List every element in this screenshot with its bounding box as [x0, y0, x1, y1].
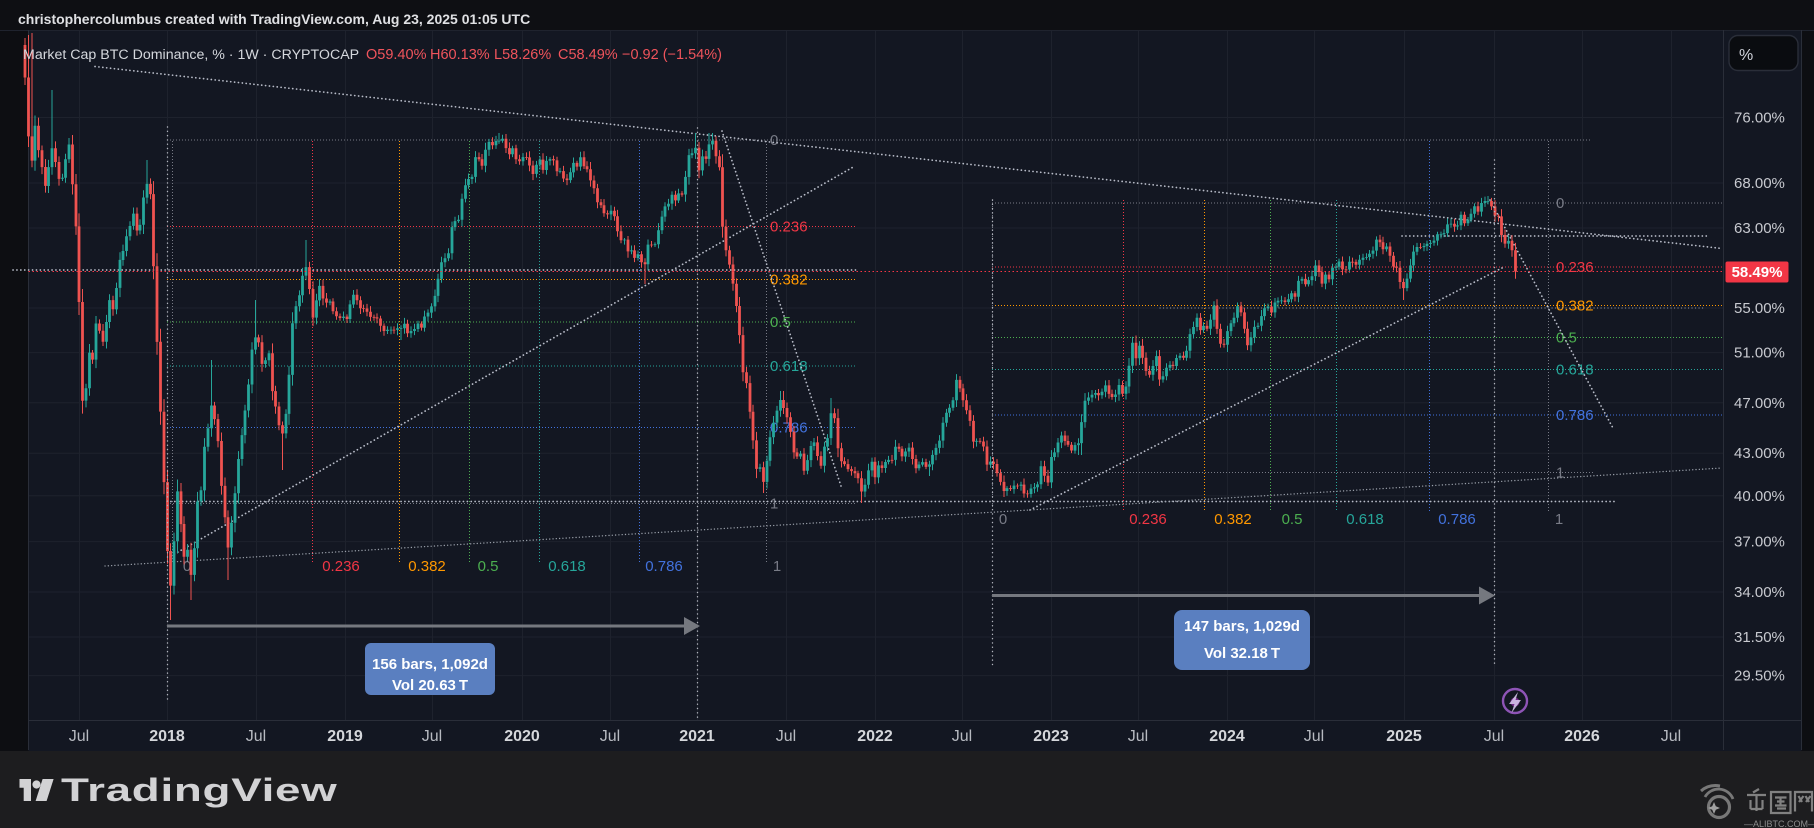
- svg-text:0.382: 0.382: [408, 558, 446, 575]
- svg-text:2026: 2026: [1564, 728, 1600, 745]
- svg-text:Jul: Jul: [952, 728, 972, 745]
- svg-text:0.382: 0.382: [1214, 511, 1252, 528]
- svg-text:—ALIBTC.COM—: —ALIBTC.COM—: [1744, 819, 1814, 828]
- svg-text:Jul: Jul: [600, 728, 620, 745]
- svg-text:1: 1: [773, 558, 781, 575]
- svg-text:0: 0: [1556, 195, 1564, 212]
- svg-text:1: 1: [1556, 465, 1564, 482]
- svg-text:43.00%: 43.00%: [1734, 445, 1785, 462]
- svg-text:2019: 2019: [327, 728, 363, 745]
- svg-text:0.5: 0.5: [770, 314, 791, 331]
- svg-text:40.00%: 40.00%: [1734, 488, 1785, 505]
- svg-text:147 bars, 1,029d: 147 bars, 1,029d: [1184, 618, 1300, 635]
- svg-text:C58.49%: C58.49%: [558, 47, 618, 63]
- svg-text:0.618: 0.618: [1346, 511, 1384, 528]
- svg-text:0.5: 0.5: [478, 558, 499, 575]
- svg-text:2020: 2020: [504, 728, 540, 745]
- svg-text:0.5: 0.5: [1282, 511, 1303, 528]
- svg-text:29.50%: 29.50%: [1734, 668, 1785, 685]
- svg-text:christophercolumbus created wi: christophercolumbus created with Trading…: [18, 11, 530, 27]
- svg-text:0: 0: [770, 132, 778, 149]
- svg-text:H60.13%: H60.13%: [430, 47, 490, 63]
- svg-text:Jul: Jul: [1484, 728, 1504, 745]
- svg-text:Jul: Jul: [1128, 728, 1148, 745]
- svg-text:2018: 2018: [149, 728, 185, 745]
- svg-text:Jul: Jul: [776, 728, 796, 745]
- svg-text:2023: 2023: [1033, 728, 1069, 745]
- svg-text:0.236: 0.236: [322, 558, 360, 575]
- svg-text:0.382: 0.382: [770, 272, 808, 289]
- svg-text:Market Cap BTC Dominance, % ·: Market Cap BTC Dominance, % · 1W · CRYPT…: [23, 47, 359, 63]
- svg-text:0: 0: [183, 558, 191, 575]
- svg-text:2022: 2022: [857, 728, 893, 745]
- svg-text:0.786: 0.786: [1438, 511, 1476, 528]
- svg-text:37.00%: 37.00%: [1734, 534, 1785, 551]
- svg-text:0.618: 0.618: [548, 558, 586, 575]
- svg-text:L58.26%: L58.26%: [494, 47, 551, 63]
- svg-text:0.786: 0.786: [1556, 407, 1594, 424]
- svg-text:2021: 2021: [679, 728, 715, 745]
- svg-text:0.236: 0.236: [1129, 511, 1167, 528]
- svg-text:0.236: 0.236: [770, 219, 808, 236]
- svg-text:31.50%: 31.50%: [1734, 629, 1785, 646]
- svg-text:2025: 2025: [1386, 728, 1422, 745]
- svg-text:51.00%: 51.00%: [1734, 345, 1785, 362]
- svg-text:Jul: Jul: [69, 728, 89, 745]
- svg-text:Jul: Jul: [422, 728, 442, 745]
- svg-text:55.00%: 55.00%: [1734, 300, 1785, 317]
- svg-text:Jul: Jul: [1661, 728, 1681, 745]
- svg-text:58.49%: 58.49%: [1732, 264, 1783, 281]
- svg-text:47.00%: 47.00%: [1734, 395, 1785, 412]
- svg-text:O59.40%: O59.40%: [366, 47, 427, 63]
- svg-text:TradingView: TradingView: [61, 773, 337, 809]
- svg-text:1: 1: [1555, 511, 1563, 528]
- svg-text:Vol 20.63 T: Vol 20.63 T: [392, 677, 468, 694]
- svg-text:2024: 2024: [1209, 728, 1245, 745]
- svg-text:%: %: [1739, 47, 1753, 64]
- svg-text:Vol 32.18 T: Vol 32.18 T: [1204, 645, 1280, 662]
- svg-text:−0.92 (−1.54%): −0.92 (−1.54%): [622, 47, 722, 63]
- svg-text:0.5: 0.5: [1556, 330, 1577, 347]
- svg-text:0: 0: [999, 511, 1007, 528]
- svg-text:Jul: Jul: [246, 728, 266, 745]
- svg-text:68.00%: 68.00%: [1734, 175, 1785, 192]
- svg-text:76.00%: 76.00%: [1734, 110, 1785, 127]
- svg-text:1: 1: [770, 496, 778, 513]
- svg-text:0.236: 0.236: [1556, 259, 1594, 276]
- svg-text:0.618: 0.618: [1556, 362, 1594, 379]
- svg-text:0.618: 0.618: [770, 358, 808, 375]
- svg-text:156 bars, 1,092d: 156 bars, 1,092d: [372, 656, 488, 673]
- svg-text:34.00%: 34.00%: [1734, 584, 1785, 601]
- svg-text:0.786: 0.786: [645, 558, 683, 575]
- svg-text:0.786: 0.786: [770, 420, 808, 437]
- svg-text:Jul: Jul: [1304, 728, 1324, 745]
- svg-text:0.382: 0.382: [1556, 298, 1594, 315]
- svg-text:63.00%: 63.00%: [1734, 220, 1785, 237]
